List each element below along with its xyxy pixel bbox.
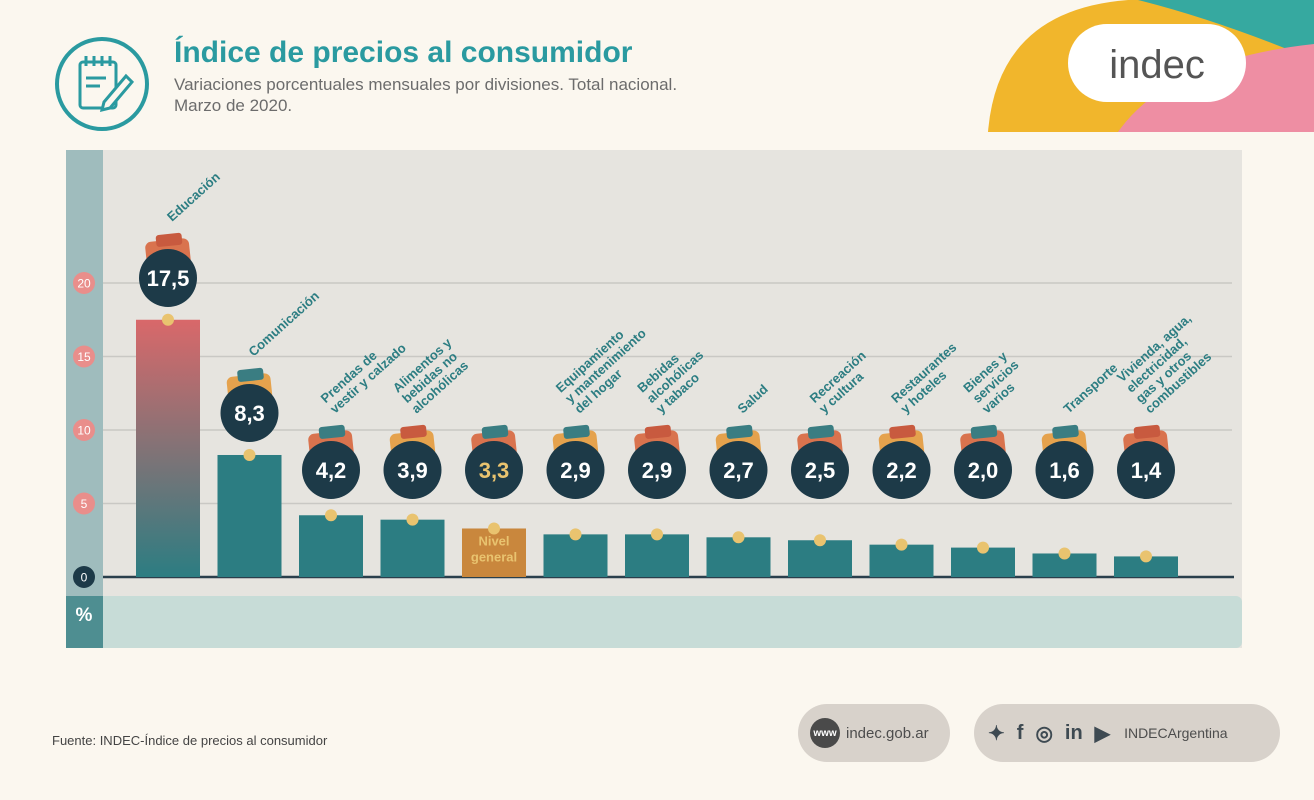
website-link[interactable]: www indec.gob.ar [798, 704, 950, 762]
page-subtitle: Variaciones porcentuales mensuales por d… [174, 74, 677, 116]
social-handle: INDECArgentina [1124, 725, 1228, 741]
y-tick-badge [73, 566, 95, 588]
value-badge [709, 441, 768, 499]
bar-top-dot [488, 522, 500, 535]
bar-top-dot [977, 541, 989, 554]
icon-detail [155, 232, 183, 247]
value-label: 2,7 [723, 458, 754, 483]
bar [1114, 556, 1178, 577]
value-label: 4,2 [316, 458, 347, 483]
bar-top-dot [325, 509, 337, 522]
twitter-icon[interactable]: ✦ [988, 722, 1005, 745]
icon-detail [807, 424, 835, 439]
value-badge [465, 441, 523, 499]
bar [299, 515, 363, 577]
icon-detail [237, 367, 264, 382]
value-badge [302, 441, 360, 499]
y-axis-band [66, 150, 103, 648]
bar [217, 454, 282, 577]
bar-top-dot [243, 448, 256, 461]
value-label: 8,3 [234, 401, 265, 426]
y-tick-label: 0 [81, 571, 88, 585]
icon-detail [644, 424, 672, 439]
value-badge [383, 441, 442, 499]
bar [543, 534, 608, 577]
value-badge [872, 441, 931, 499]
y-tick-badge [73, 492, 95, 515]
value-label: 1,4 [1131, 458, 1162, 483]
subtitle-line-2: Marzo de 2020. [174, 96, 293, 115]
value-label: 3,3 [479, 458, 510, 483]
bar-top-dot [732, 531, 745, 544]
website-label: indec.gob.ar [846, 724, 929, 742]
bar [136, 319, 200, 577]
value-label: 2,5 [805, 458, 836, 483]
bar-top-dot [814, 534, 826, 547]
bar [788, 540, 852, 577]
unit-label: % [76, 605, 93, 626]
bar-top-dot [1140, 550, 1152, 563]
icon-detail [889, 424, 916, 439]
y-tick-label: 20 [77, 277, 91, 291]
linkedin-icon[interactable]: in [1064, 721, 1083, 744]
brand-logo-text: indec [1109, 43, 1205, 87]
icon-detail [1133, 424, 1161, 439]
bar-top-dot [162, 313, 174, 326]
youtube-icon[interactable]: ▶ [1094, 722, 1111, 745]
bar [1032, 553, 1097, 577]
icon-detail [318, 424, 346, 439]
instagram-icon[interactable]: ◎ [1035, 722, 1053, 745]
bar-inside-label: Nivel [478, 533, 509, 548]
bar-top-dot [569, 528, 582, 541]
bar [380, 519, 445, 577]
y-tick-label: 5 [81, 497, 88, 511]
value-label: 2,9 [642, 458, 673, 483]
bar-top-dot [406, 513, 419, 526]
value-badge [220, 383, 279, 442]
value-badge [546, 441, 605, 499]
y-tick-label: 15 [77, 350, 91, 364]
bar-inside-label: general [471, 549, 517, 564]
value-badge [628, 441, 686, 499]
x-axis-band [66, 596, 1242, 648]
value-label: 1,6 [1049, 458, 1080, 483]
bar [706, 537, 771, 577]
icon-detail [481, 424, 509, 439]
bar-top-dot [651, 528, 663, 541]
bar [462, 528, 526, 577]
value-badge [791, 441, 849, 499]
value-label: 2,0 [968, 458, 999, 483]
subtitle-line-1: Variaciones porcentuales mensuales por d… [174, 75, 678, 94]
value-label: 3,9 [397, 458, 428, 483]
bar-top-dot [895, 538, 908, 551]
social-links: ✦ f ◎ in ▶ INDECArgentina [974, 704, 1280, 762]
bar-top-dot [1058, 547, 1071, 560]
globe-icon: www [810, 718, 840, 748]
icon-detail [726, 424, 753, 439]
icon-detail [400, 424, 427, 439]
y-tick-label: 10 [77, 424, 91, 438]
bar [625, 534, 689, 577]
icon-detail [970, 424, 998, 439]
icon-detail [1052, 424, 1079, 439]
value-label: 2,2 [886, 458, 917, 483]
facebook-icon[interactable]: f [1016, 721, 1024, 744]
value-badge [139, 249, 197, 307]
y-tick-badge [73, 419, 95, 441]
value-label: 17,5 [147, 266, 190, 291]
value-badge [1035, 441, 1094, 499]
y-tick-badge [73, 272, 95, 294]
source-note: Fuente: INDEC-Índice de precios al consu… [52, 733, 328, 748]
unit-cell [66, 596, 103, 648]
page-title: Índice de precios al consumidor [174, 36, 633, 69]
value-label: 2,9 [560, 458, 591, 483]
value-badge [1117, 441, 1175, 499]
indec-brand-logo: indec [988, 0, 1314, 132]
value-badge [954, 441, 1012, 499]
y-tick-badge [73, 345, 95, 368]
notepad-pencil-icon [55, 37, 149, 131]
icon-detail [563, 424, 590, 439]
